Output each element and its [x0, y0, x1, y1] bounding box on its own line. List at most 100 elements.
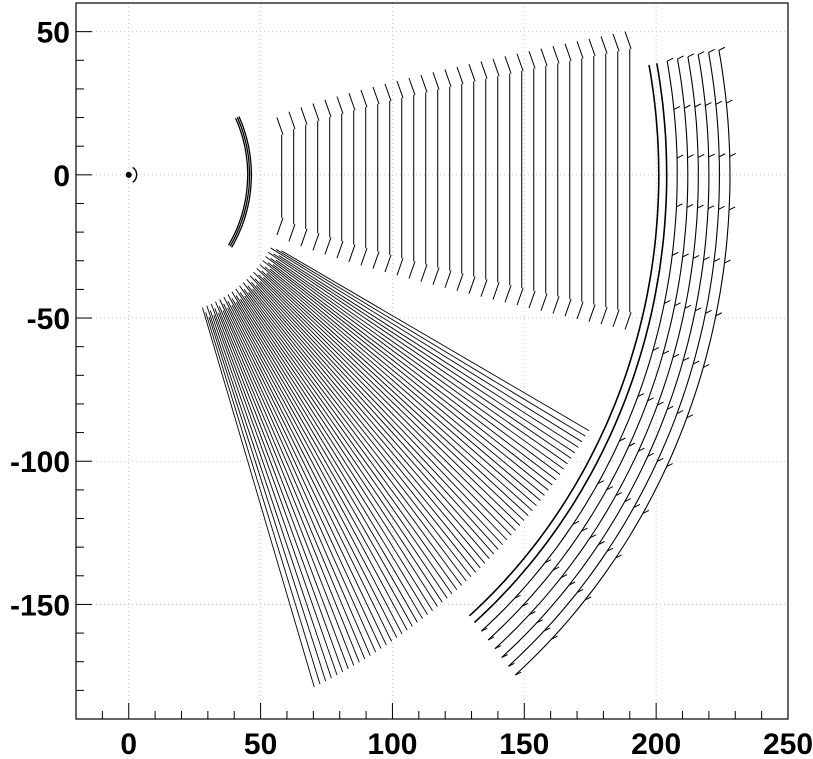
shell-tick — [674, 302, 681, 307]
shell-tick — [536, 619, 543, 624]
upper-strip-cap — [276, 117, 284, 135]
lower-strip-cap — [540, 293, 548, 311]
shell-tick — [667, 405, 674, 410]
shell-tick — [584, 596, 592, 601]
lower-strip — [275, 249, 586, 437]
lower-strip-cap — [288, 224, 296, 242]
upper-strip-cap — [564, 43, 572, 62]
upper-strip-cap — [516, 53, 524, 72]
lower-strip — [249, 275, 499, 550]
y-tick-label: 0 — [53, 160, 70, 193]
plot-frame — [75, 2, 789, 720]
beam-spot-point — [125, 171, 132, 178]
shell-tick — [729, 152, 736, 157]
shell-tick — [597, 480, 604, 485]
shell-tick — [637, 393, 645, 397]
lower-strip — [272, 264, 557, 481]
lower-strip — [244, 295, 453, 595]
shell-tick — [628, 442, 636, 447]
lower-strip — [206, 305, 332, 679]
upper-strip-cap — [312, 103, 320, 121]
shell-tick — [677, 55, 684, 60]
lower-strip — [239, 292, 448, 599]
outer-shell — [487, 58, 689, 641]
lower-strip-cap — [480, 279, 488, 297]
lower-strip — [255, 284, 495, 555]
lower-strip — [248, 292, 467, 582]
upper-strip-cap — [300, 107, 308, 125]
shell-tick — [708, 153, 715, 158]
data-points — [125, 31, 736, 688]
shell-tick — [686, 414, 694, 419]
lower-strip-cap — [612, 309, 620, 328]
shell-tick — [624, 498, 632, 502]
upper-strip-cap — [480, 61, 488, 79]
lower-strip-cap — [276, 217, 284, 236]
lower-strip — [258, 274, 516, 531]
lower-strip — [256, 268, 525, 521]
lower-strip-cap — [588, 304, 596, 322]
shell-tick — [514, 594, 521, 599]
shell-tick — [581, 527, 588, 532]
lower-strip-cap — [564, 298, 572, 317]
lower-strip-cap — [360, 247, 368, 266]
shell-tick — [686, 203, 694, 208]
series-upper-fan-strips — [276, 31, 632, 330]
shell-tick — [676, 154, 684, 159]
grid-lines — [76, 3, 788, 719]
outer-shell — [473, 63, 668, 623]
y-axis: 50 0 -50 -100 -150 — [10, 17, 70, 623]
shell-tick — [692, 360, 700, 365]
shell-tick — [705, 102, 712, 107]
shell-tick — [684, 104, 691, 109]
lower-strip — [235, 302, 423, 619]
lower-strip-cap — [624, 312, 632, 330]
upper-strip-cap — [288, 111, 296, 130]
lower-strip — [240, 298, 438, 607]
lower-strip — [259, 281, 508, 541]
lower-strip-cap — [348, 244, 356, 262]
shell-tick — [501, 654, 508, 658]
shell-tick — [647, 452, 654, 457]
lower-strip-cap — [576, 301, 584, 320]
shell-tick — [606, 547, 614, 552]
shell-tick — [724, 259, 731, 264]
shell-tick — [694, 307, 702, 312]
lower-strip — [209, 310, 338, 676]
lower-strip — [227, 300, 403, 635]
upper-strip-cap — [456, 66, 464, 85]
shell-tick — [568, 581, 576, 586]
outer-shell — [468, 64, 660, 617]
shell-tick — [703, 256, 710, 261]
y-tick-label: -150 — [10, 589, 70, 622]
shell-tick — [694, 103, 702, 108]
shell-tick — [703, 363, 710, 368]
lower-strip-cap — [408, 261, 416, 279]
upper-strip-cap — [612, 33, 620, 52]
lower-strip — [267, 262, 553, 486]
lower-strip — [262, 260, 549, 491]
lower-strip — [227, 307, 392, 642]
shell-tick — [576, 589, 584, 593]
upper-strip-cap — [576, 41, 584, 59]
lower-strip — [231, 291, 428, 615]
upper-strip-cap — [588, 38, 596, 57]
upper-strip-cap — [444, 69, 452, 87]
shell-tick — [598, 541, 605, 545]
shell-tick — [666, 463, 673, 468]
shell-tick — [692, 255, 700, 259]
outer-shell — [480, 61, 678, 632]
lower-strip-cap — [300, 228, 308, 247]
lower-strip-cap — [396, 257, 404, 276]
upper-strip-cap — [372, 86, 380, 105]
upper-strip-cap — [528, 51, 536, 69]
shell-tick — [708, 48, 715, 53]
shell-tick — [657, 401, 664, 406]
lower-strip-cap — [336, 240, 344, 259]
y-tick-label: -50 — [27, 303, 70, 336]
shell-tick — [676, 410, 684, 415]
shell-tick — [698, 51, 705, 56]
series-beam-spot — [125, 166, 138, 183]
lower-strip — [266, 272, 533, 511]
